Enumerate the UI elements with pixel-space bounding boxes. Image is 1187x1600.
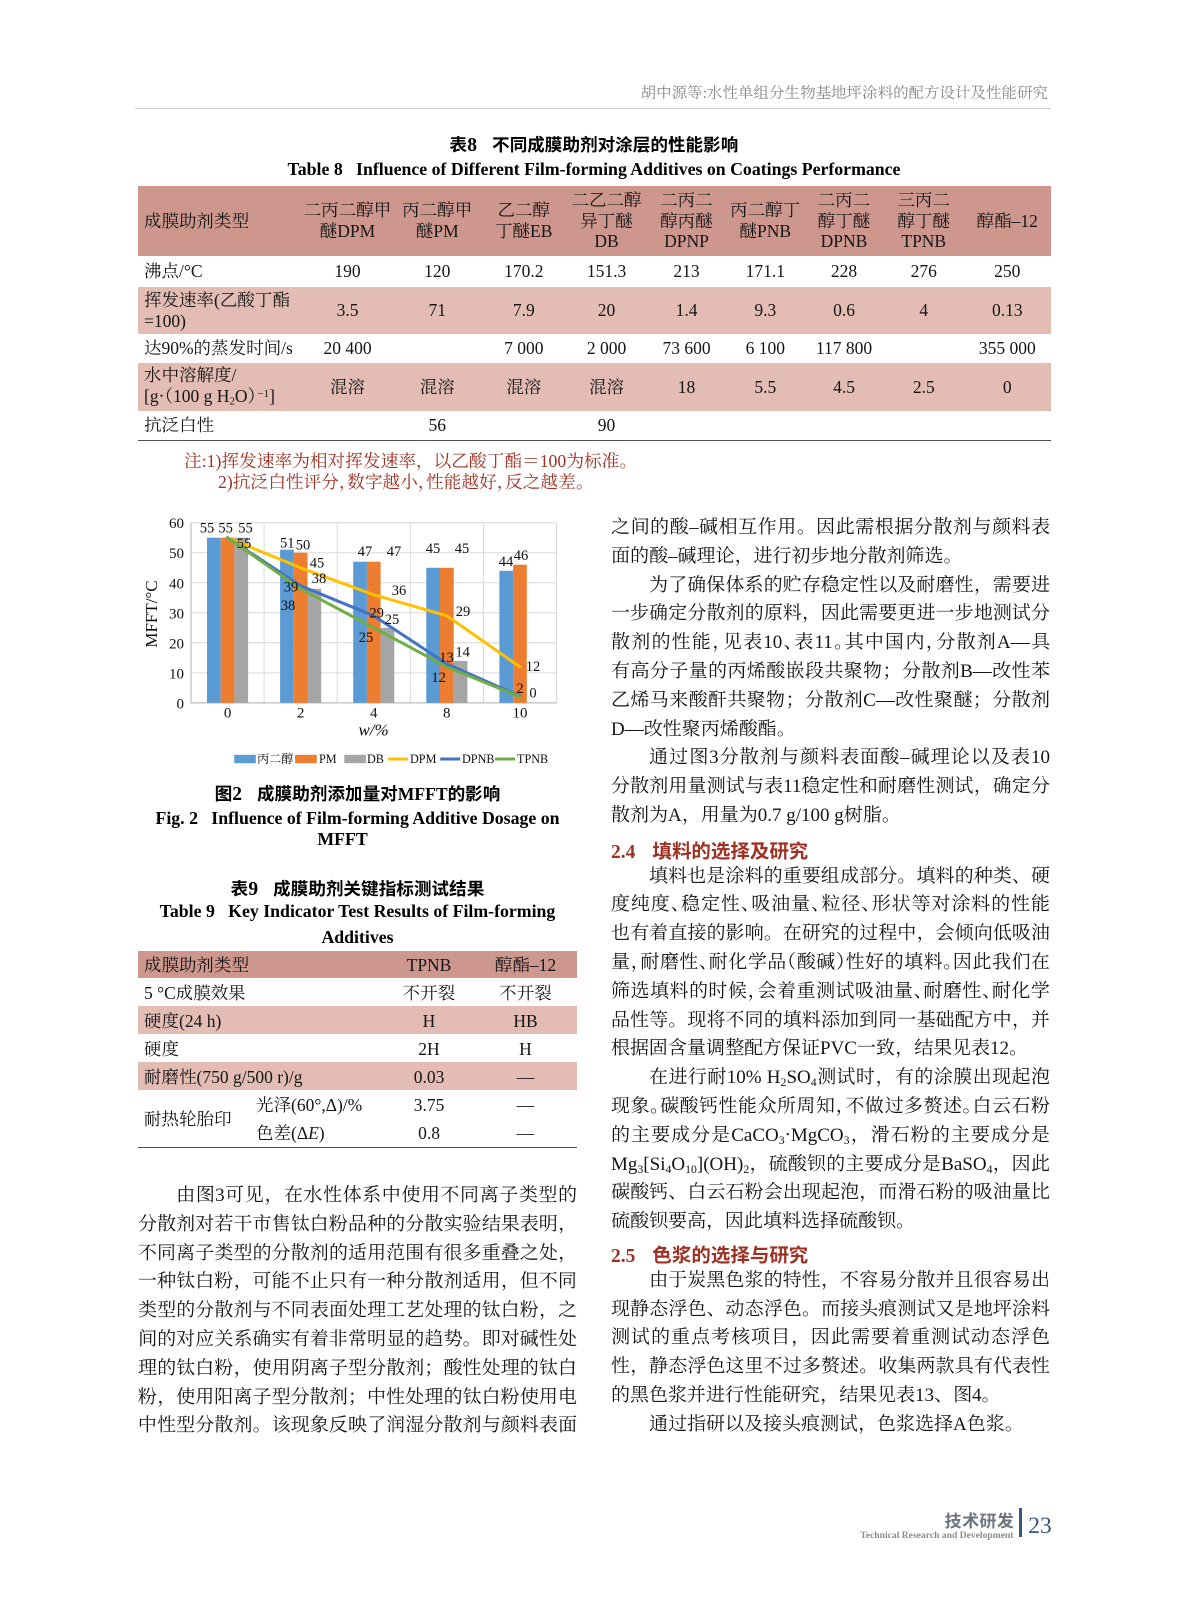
svg-text:2: 2: [516, 681, 523, 697]
svg-text:50: 50: [169, 546, 184, 562]
svg-text:38: 38: [281, 598, 296, 614]
svg-text:14: 14: [455, 645, 470, 661]
svg-text:20: 20: [169, 636, 184, 652]
svg-text:2: 2: [297, 706, 305, 722]
svg-text:0: 0: [224, 706, 232, 722]
svg-text:12: 12: [526, 659, 541, 675]
svg-text:30: 30: [169, 606, 184, 622]
svg-text:55: 55: [218, 521, 233, 537]
svg-text:45: 45: [310, 556, 325, 572]
svg-text:DPNB: DPNB: [462, 752, 495, 766]
svg-text:0: 0: [177, 696, 185, 712]
svg-text:60: 60: [169, 516, 184, 532]
svg-text:TPNB: TPNB: [517, 752, 548, 766]
svg-text:46: 46: [514, 548, 529, 564]
svg-text:29: 29: [456, 604, 471, 620]
svg-text:4: 4: [370, 706, 378, 722]
svg-text:10: 10: [169, 666, 184, 682]
svg-text:39: 39: [284, 580, 299, 596]
svg-text:10: 10: [513, 706, 528, 722]
svg-text:38: 38: [312, 571, 327, 587]
svg-text:12: 12: [431, 670, 446, 686]
svg-text:50: 50: [296, 538, 311, 554]
svg-text:MFFT/°C: MFFT/°C: [142, 580, 161, 647]
svg-text:DB: DB: [367, 752, 384, 766]
svg-text:8: 8: [443, 706, 451, 722]
svg-text:DPM: DPM: [410, 752, 437, 766]
svg-text:PM: PM: [319, 752, 337, 766]
svg-text:13: 13: [439, 650, 454, 666]
svg-text:丙二醇: 丙二醇: [257, 750, 294, 767]
svg-text:29: 29: [369, 606, 384, 622]
svg-text:36: 36: [392, 583, 407, 599]
svg-text:44: 44: [499, 554, 514, 570]
svg-text:25: 25: [359, 630, 374, 646]
svg-text:51: 51: [280, 536, 295, 552]
svg-text:55: 55: [238, 521, 253, 537]
svg-text:0: 0: [529, 686, 536, 702]
svg-text:40: 40: [169, 576, 184, 592]
svg-text:55: 55: [200, 521, 215, 537]
svg-text:47: 47: [358, 544, 373, 560]
svg-text:45: 45: [455, 541, 470, 557]
svg-text:w/%: w/%: [358, 721, 388, 740]
svg-text:25: 25: [385, 612, 400, 628]
svg-text:45: 45: [426, 541, 441, 557]
svg-text:47: 47: [387, 544, 402, 560]
svg-text:55: 55: [237, 536, 252, 552]
